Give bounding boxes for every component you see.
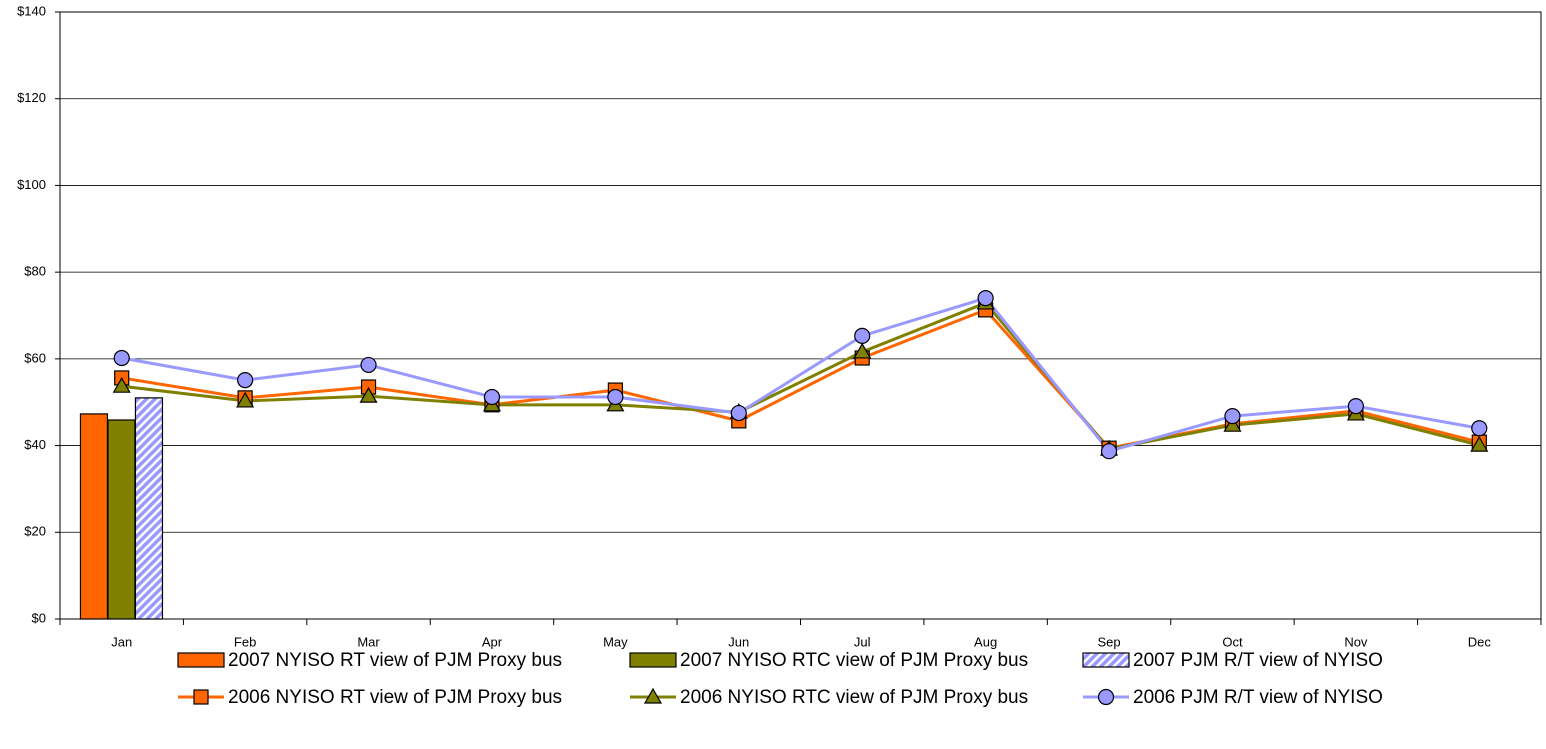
marker [854,327,871,344]
marker [236,391,255,408]
y-tick-label: $80 [24,264,46,279]
y-tick-label: $0 [32,610,46,625]
marker [730,404,747,422]
x-tick-label: Dec [1468,634,1492,649]
plot-area [59,11,1542,620]
y-tick-label: $140 [17,3,46,18]
legend-label: 2007 NYISO RT view of PJM Proxy bus [228,650,562,671]
marker [1224,407,1241,425]
line [121,301,1480,451]
y-tick-label: $20 [24,524,46,539]
x-tick-label: Oct [1222,634,1243,649]
marker [1100,443,1118,460]
x-tick-label: Apr [482,634,503,649]
x-tick-label: Sep [1097,634,1120,649]
bar [107,419,136,620]
x-tick-label: May [603,634,628,649]
y-tick-label: $40 [24,437,46,452]
marker [853,342,872,359]
marker [112,376,131,393]
y-tick-label: $100 [17,177,46,192]
line [121,296,1480,453]
legend-item: 2007 NYISO RTC view of PJM Proxy bus [629,650,1028,671]
legend-label: 2007 NYISO RTC view of PJM Proxy bus [680,650,1028,671]
legend-swatch [1082,652,1130,668]
x-tick-label: Jan [111,634,132,649]
legend-item: 2007 PJM R/T view of NYISO [1082,650,1383,671]
y-tick-label: $60 [24,350,46,365]
x-tick-label: Feb [234,634,256,649]
marker [607,388,624,406]
legend-swatch [629,652,677,668]
marker [1097,688,1115,706]
marker [977,290,994,307]
marker [113,349,130,367]
y-tick-label: $120 [17,90,46,105]
marker [1223,415,1242,432]
marker [483,388,501,406]
marker [359,386,378,403]
x-tick-label: Mar [357,634,380,649]
marker [1470,435,1489,452]
marker [1471,420,1488,437]
bar [134,397,164,620]
marker [1347,398,1364,415]
line [121,308,1480,450]
marker [643,687,663,704]
bar [79,413,109,620]
x-tick-label: Jun [728,634,749,649]
legend-label: 2006 NYISO RT view of PJM Proxy bus [228,687,562,708]
marker [360,356,377,374]
legend-label: 2006 PJM R/T view of NYISO [1133,687,1383,708]
marker [237,372,254,389]
legend-item: 2006 NYISO RTC view of PJM Proxy bus [630,687,1028,708]
x-tick-label: Nov [1344,634,1368,649]
x-tick-label: Aug [974,634,997,649]
x-tick-label: Jul [854,634,871,649]
marker [193,689,209,705]
legend-label: 2007 PJM R/T view of NYISO [1133,650,1383,671]
legend-item: 2006 NYISO RT view of PJM Proxy bus [178,687,562,708]
legend-item: 2006 PJM R/T view of NYISO [1083,687,1383,708]
legend-item: 2007 NYISO RT view of PJM Proxy bus [177,650,562,671]
legend-label: 2006 NYISO RTC view of PJM Proxy bus [680,687,1028,708]
legend-swatch [177,652,225,668]
